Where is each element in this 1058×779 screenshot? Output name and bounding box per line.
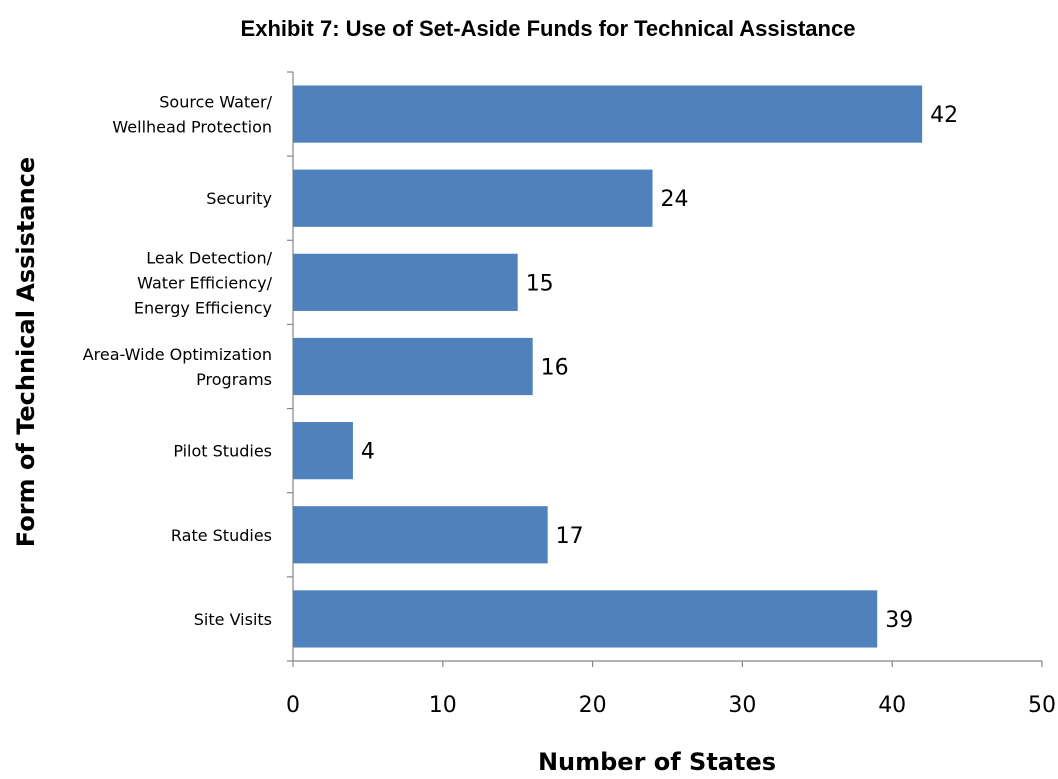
x-tick-label: 30 — [728, 693, 756, 718]
category-label: Rate Studies — [171, 526, 272, 545]
bar — [293, 506, 548, 564]
x-tick-label: 50 — [1028, 693, 1056, 718]
bar — [293, 337, 533, 396]
data-label: 16 — [541, 356, 569, 381]
data-label: 24 — [661, 187, 689, 212]
category-label: Site Visits — [194, 610, 272, 629]
data-label: 4 — [361, 440, 375, 465]
bar — [293, 169, 653, 227]
x-tick-label: 40 — [878, 693, 906, 718]
bar — [293, 422, 353, 480]
data-label: 39 — [885, 608, 913, 633]
x-tick-label: 20 — [579, 693, 607, 718]
x-tick-label: 0 — [286, 693, 300, 718]
y-axis-title: Form of Technical Assistance — [12, 157, 40, 547]
category-label: Pilot Studies — [173, 442, 272, 461]
x-tick-label: 10 — [429, 693, 457, 718]
category-label: Programs — [196, 370, 272, 389]
bar — [293, 590, 878, 648]
category-label: Energy Efficiency — [134, 298, 272, 317]
category-label: Security — [206, 189, 272, 208]
data-label: 17 — [556, 524, 584, 549]
category-label: Leak Detection/ — [146, 248, 272, 267]
data-label: 15 — [526, 271, 554, 296]
x-axis-title: Number of States — [538, 748, 776, 776]
plot-area: 0 10 20 30 40 50 42 Source Water/Wellhead Prote… — [83, 71, 1056, 718]
category-label: Area-Wide Optimization — [83, 345, 272, 364]
bar — [293, 253, 518, 311]
data-label: 42 — [930, 103, 958, 128]
chart-title: Exhibit 7: Use of Set-Aside Funds for Te… — [241, 16, 856, 41]
bar — [293, 85, 923, 143]
category-label: Wellhead Protection — [112, 118, 272, 137]
category-label: Source Water/ — [159, 93, 272, 112]
category-label: Water Efficiency/ — [137, 273, 272, 292]
